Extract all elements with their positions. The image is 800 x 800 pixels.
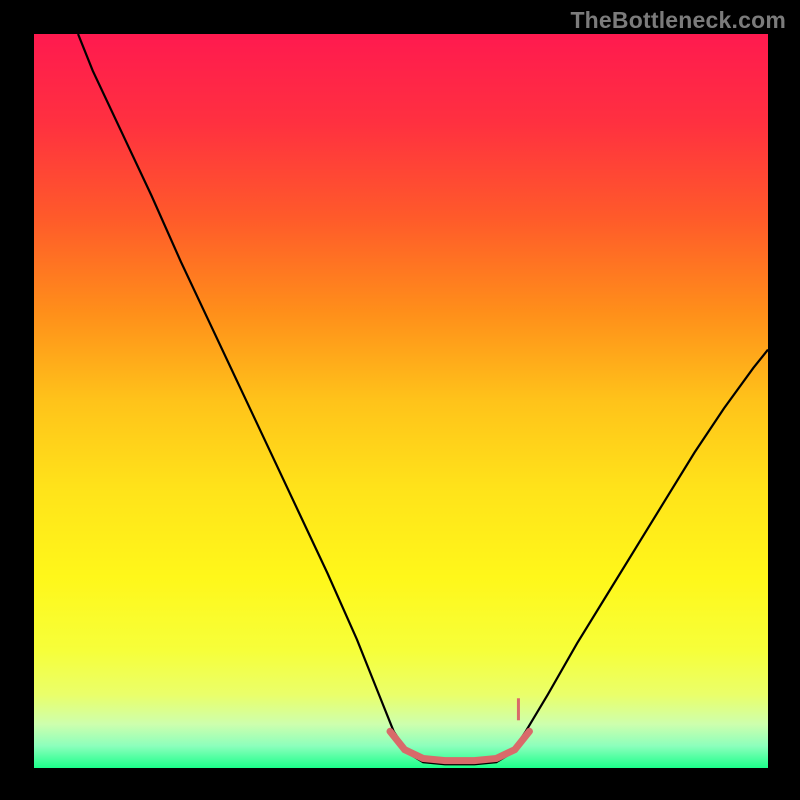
chart-svg (34, 34, 768, 768)
chart-background (34, 34, 768, 768)
chart-area (34, 34, 768, 768)
watermark-text: TheBottleneck.com (570, 7, 786, 34)
